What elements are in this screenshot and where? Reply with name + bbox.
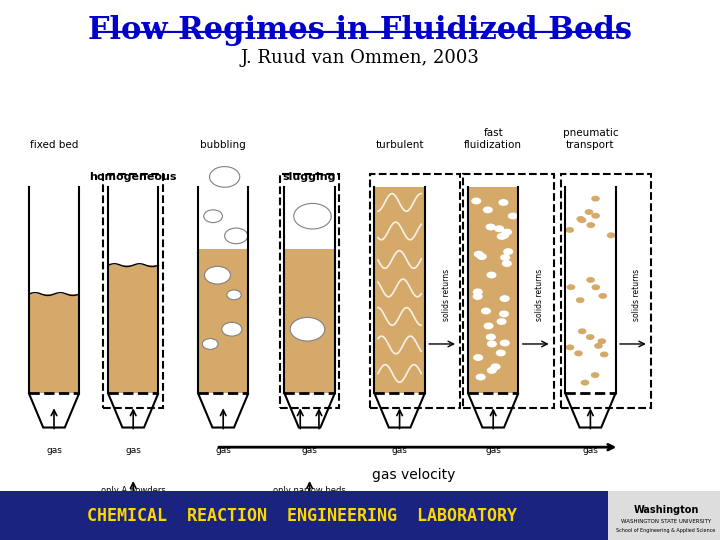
Text: turbulent: turbulent: [375, 140, 424, 150]
Circle shape: [487, 341, 497, 347]
Circle shape: [481, 308, 491, 314]
Circle shape: [577, 216, 585, 222]
Circle shape: [483, 206, 493, 213]
Circle shape: [591, 213, 600, 219]
Circle shape: [471, 198, 481, 205]
Circle shape: [473, 354, 483, 361]
Circle shape: [578, 328, 587, 334]
Circle shape: [499, 232, 509, 239]
Text: gas velocity: gas velocity: [372, 468, 456, 482]
Circle shape: [500, 295, 510, 302]
Text: gas: gas: [125, 446, 141, 455]
Circle shape: [487, 367, 497, 374]
Circle shape: [508, 213, 518, 219]
Text: gas: gas: [582, 446, 598, 455]
Circle shape: [591, 195, 600, 201]
Circle shape: [566, 345, 575, 350]
Bar: [198, 248, 248, 393]
Circle shape: [496, 349, 506, 356]
Text: gas: gas: [125, 505, 141, 514]
Circle shape: [565, 227, 574, 233]
Circle shape: [210, 166, 240, 187]
Circle shape: [497, 318, 507, 325]
Circle shape: [497, 233, 507, 240]
Text: gas: gas: [302, 446, 318, 455]
Circle shape: [607, 232, 616, 238]
Circle shape: [485, 224, 495, 231]
Circle shape: [227, 290, 241, 300]
Circle shape: [577, 217, 586, 223]
Circle shape: [498, 199, 508, 206]
Circle shape: [477, 253, 487, 260]
Text: only narrow beds: only narrow beds: [273, 487, 346, 496]
Circle shape: [567, 284, 575, 290]
Circle shape: [502, 228, 512, 235]
Circle shape: [580, 380, 589, 386]
Circle shape: [473, 288, 483, 295]
Circle shape: [600, 352, 608, 357]
Circle shape: [499, 310, 509, 318]
Circle shape: [500, 340, 510, 347]
Circle shape: [598, 293, 607, 299]
Bar: [284, 248, 335, 393]
Bar: [565, 187, 616, 393]
Text: gas: gas: [392, 446, 408, 455]
Circle shape: [494, 225, 504, 232]
Circle shape: [503, 248, 513, 255]
Text: J. Ruud van Ommen, 2003: J. Ruud van Ommen, 2003: [240, 49, 480, 67]
Bar: [108, 265, 158, 393]
Circle shape: [486, 334, 496, 341]
Text: Flow Regimes in Fluidized Beds: Flow Regimes in Fluidized Beds: [88, 15, 632, 46]
Circle shape: [476, 374, 486, 381]
Circle shape: [487, 272, 497, 279]
Text: solids returns: solids returns: [441, 269, 451, 321]
Circle shape: [225, 228, 248, 244]
Circle shape: [472, 293, 482, 300]
Circle shape: [586, 277, 595, 283]
Circle shape: [474, 251, 484, 258]
Circle shape: [585, 209, 593, 215]
Text: solids returns: solids returns: [535, 269, 544, 321]
Text: Washington: Washington: [634, 505, 698, 515]
Circle shape: [202, 339, 218, 349]
Circle shape: [500, 254, 510, 261]
Circle shape: [586, 334, 595, 340]
Bar: [29, 294, 79, 393]
Circle shape: [483, 322, 493, 329]
Circle shape: [576, 297, 585, 303]
Circle shape: [591, 372, 600, 378]
Circle shape: [598, 338, 606, 344]
Circle shape: [594, 343, 603, 349]
Text: pneumatic
transport: pneumatic transport: [562, 129, 618, 150]
Text: gas: gas: [485, 446, 501, 455]
Circle shape: [591, 285, 600, 290]
Circle shape: [490, 363, 500, 370]
Text: fixed bed: fixed bed: [30, 140, 78, 150]
Circle shape: [574, 350, 582, 356]
Text: CHEMICAL  REACTION  ENGINEERING  LABORATORY: CHEMICAL REACTION ENGINEERING LABORATORY: [87, 507, 518, 525]
Text: gas: gas: [46, 446, 62, 455]
Circle shape: [587, 222, 595, 228]
Text: homogeneous: homogeneous: [89, 172, 177, 182]
Circle shape: [222, 322, 242, 336]
Circle shape: [294, 204, 331, 229]
Text: slugging: slugging: [283, 172, 336, 182]
Bar: [608, 491, 720, 540]
Text: gas: gas: [215, 446, 231, 455]
Bar: [374, 187, 425, 393]
Circle shape: [204, 266, 230, 284]
Bar: [0, 491, 608, 540]
Text: solids returns: solids returns: [632, 269, 642, 321]
Circle shape: [502, 260, 512, 267]
Text: bubbling: bubbling: [200, 140, 246, 150]
Circle shape: [204, 210, 222, 222]
Text: only A powders
at low gas velocity: only A powders at low gas velocity: [94, 487, 173, 506]
Text: WASHINGTON STATE UNIVERSITY: WASHINGTON STATE UNIVERSITY: [621, 519, 711, 524]
Text: fast
fluidization: fast fluidization: [464, 129, 522, 150]
Bar: [468, 187, 518, 393]
Text: School of Engineering & Applied Science: School of Engineering & Applied Science: [616, 528, 716, 533]
Circle shape: [290, 318, 325, 341]
Text: gas: gas: [302, 505, 318, 514]
